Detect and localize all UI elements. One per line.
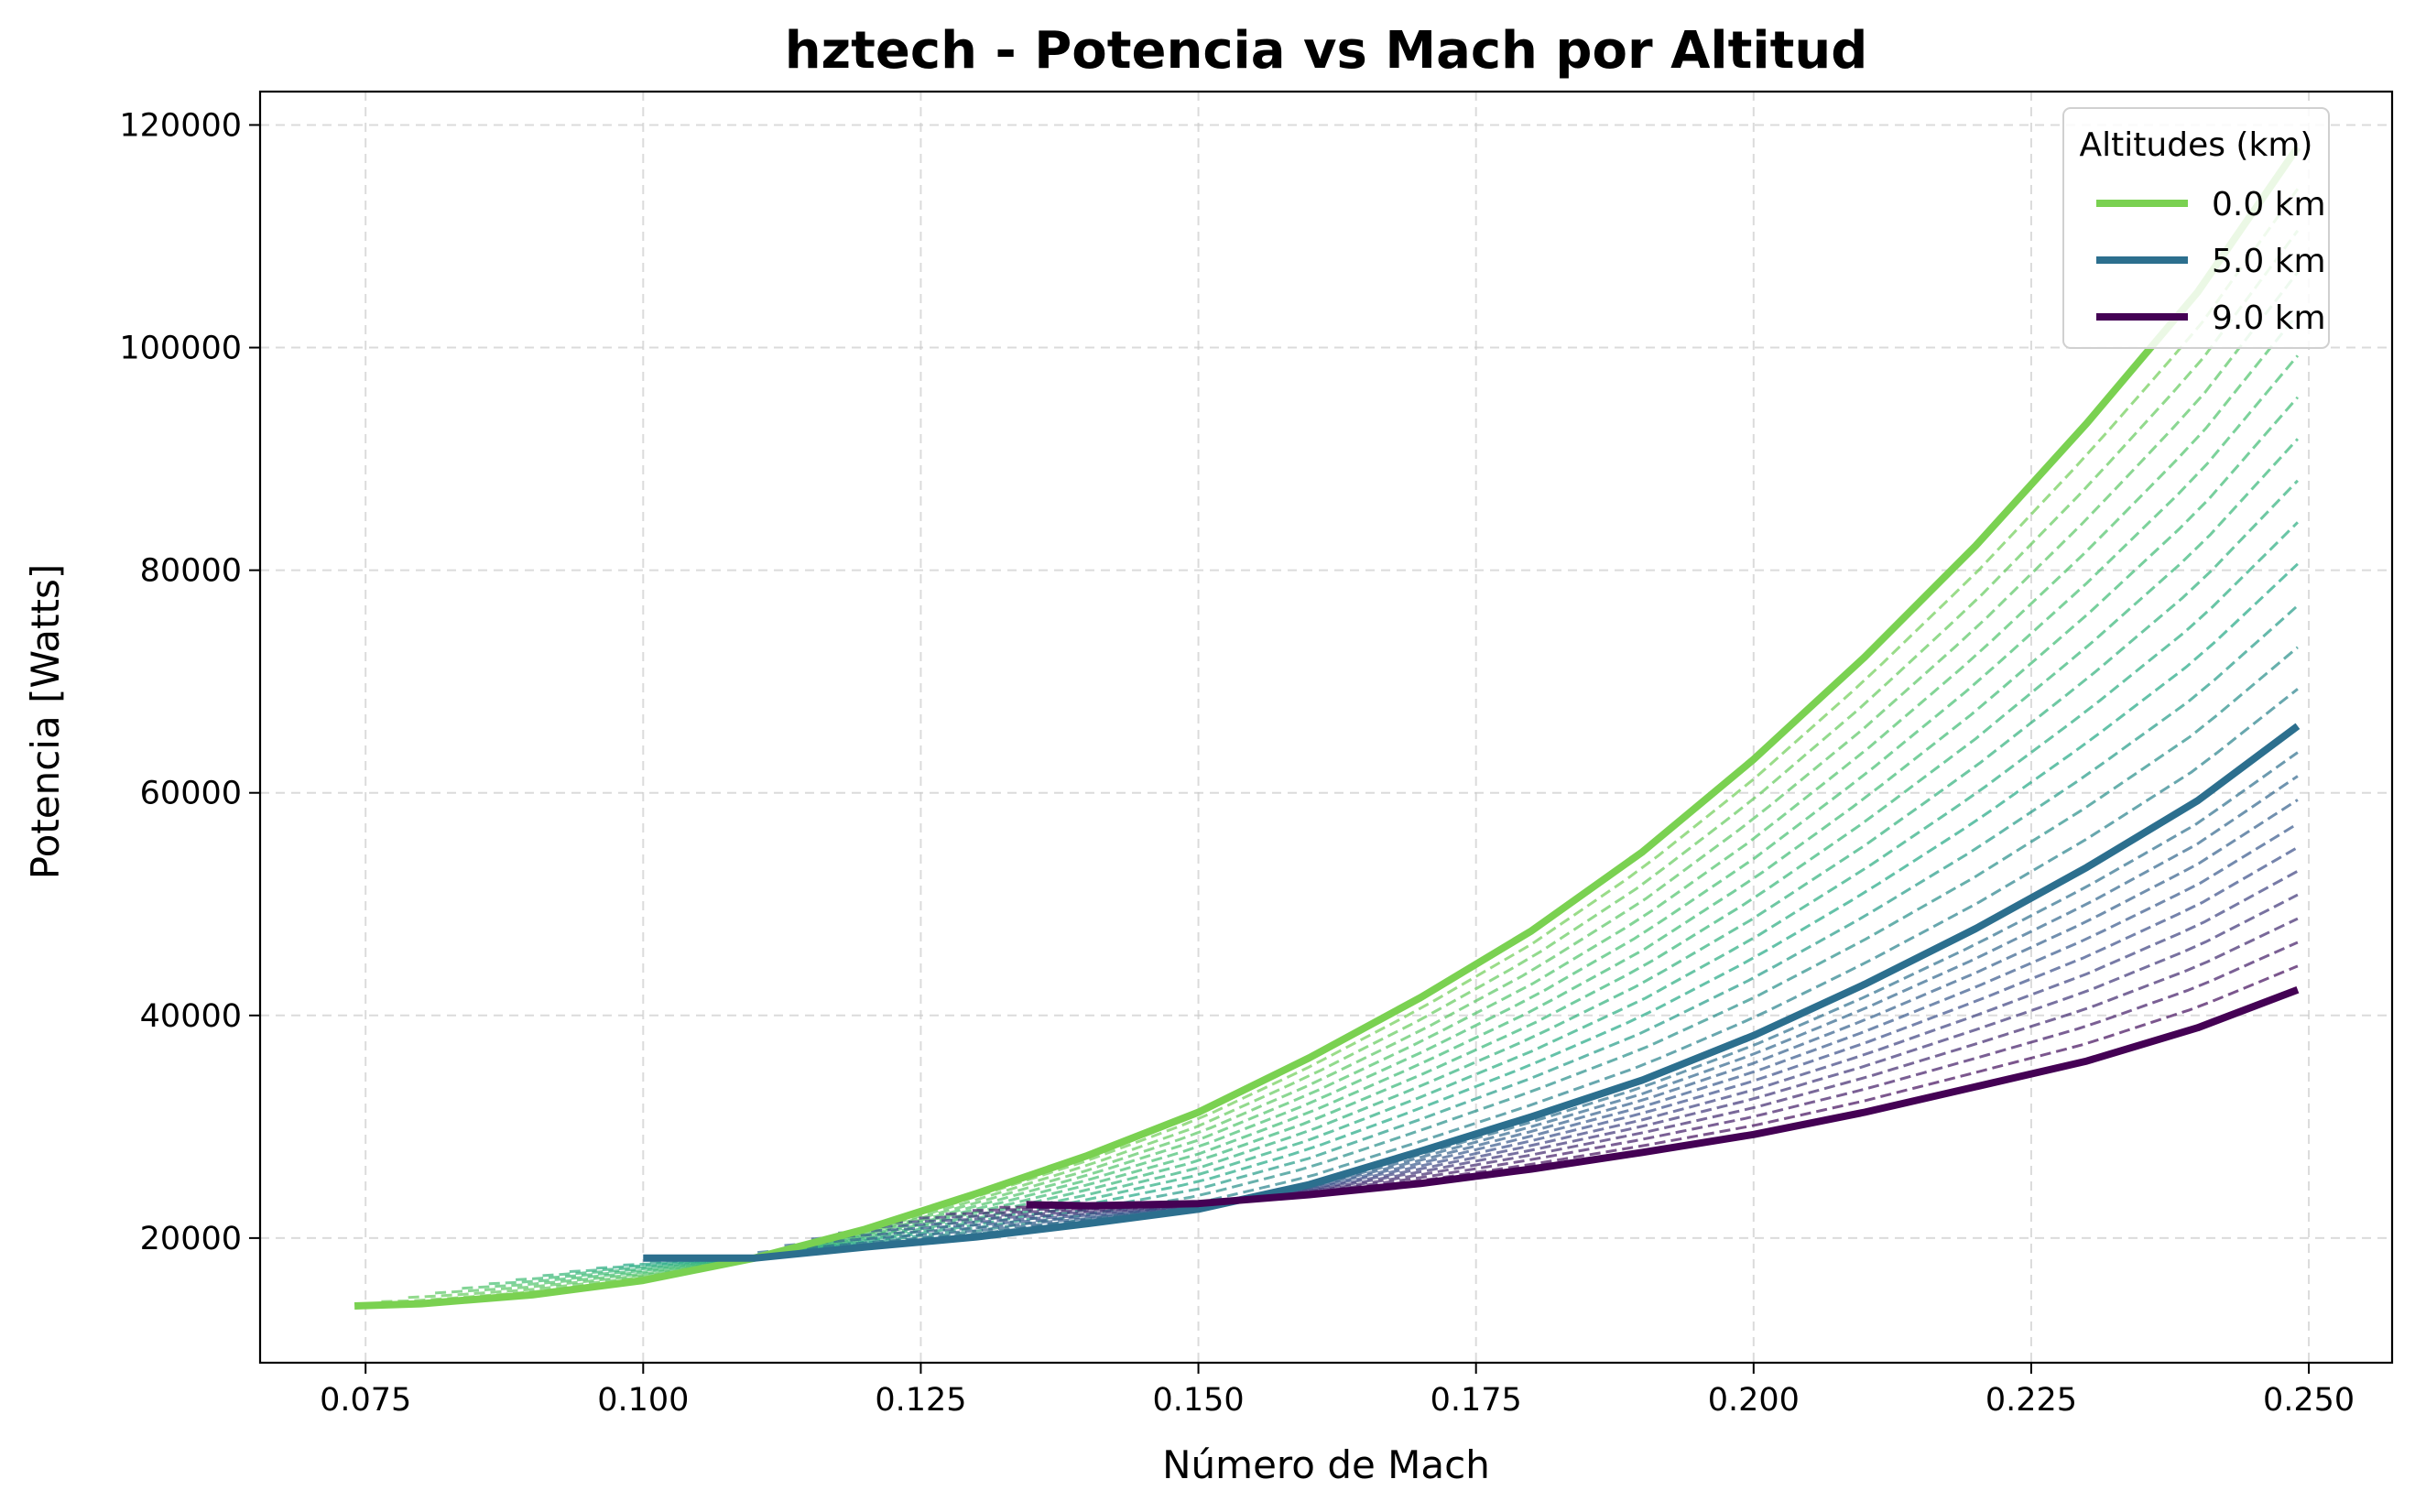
y-tick-label: 80000 <box>140 553 242 590</box>
series-line-9-0-km <box>1026 986 2300 1210</box>
intermediate-altitude-line <box>865 846 2299 1229</box>
x-tick-label: 0.075 <box>320 1382 411 1419</box>
x-tick-label: 0.100 <box>597 1382 689 1419</box>
x-tick-label: 0.175 <box>1431 1382 1522 1419</box>
x-tick-label: 0.200 <box>1708 1382 1800 1419</box>
x-tick-label: 0.150 <box>1152 1382 1244 1419</box>
legend: Altitudes (km) 0.0 km 5.0 km 9.0 km <box>2062 107 2330 349</box>
y-tick-label: 100000 <box>119 331 242 367</box>
intermediate-altitude-line <box>919 893 2299 1220</box>
series-line-5-0-km <box>643 723 2301 1262</box>
legend-box <box>2062 107 2330 349</box>
legend-entry-label: 5.0 km <box>2212 243 2326 280</box>
intermediate-altitude-line <box>435 271 2300 1295</box>
x-tick-label: 0.225 <box>1985 1382 2077 1419</box>
y-tick-label: 40000 <box>140 998 242 1035</box>
x-tick-label: 0.125 <box>875 1382 966 1419</box>
intermediate-altitude-line <box>596 521 2299 1270</box>
legend-entry-label: 9.0 km <box>2212 299 2326 337</box>
intermediate-altitude-line <box>784 775 2299 1247</box>
legend-title: Altitudes (km) <box>2080 126 2313 164</box>
y-tick-label: 20000 <box>140 1221 242 1257</box>
x-tick-label: 0.250 <box>2263 1382 2355 1419</box>
legend-entry-label: 0.0 km <box>2212 186 2326 223</box>
plot-frame <box>258 90 2394 1365</box>
chart-title: hztech - Potencia vs Mach por Altitud <box>785 21 1868 81</box>
intermediate-altitude-line <box>677 646 2299 1262</box>
x-axis: 0.075 0.100 0.125 0.150 0.175 0.200 0.225 0.250 <box>320 1363 2355 1419</box>
series-line-0-0-km <box>354 145 2301 1310</box>
x-axis-label: Número de Mach <box>1162 1442 1490 1487</box>
intermediate-altitude-line <box>810 799 2299 1241</box>
main-series-group <box>354 145 2301 1310</box>
y-tick-label: 60000 <box>140 776 242 812</box>
y-axis: 20000 40000 60000 80000 100000 120000 <box>119 107 260 1257</box>
y-tick-label: 120000 <box>119 107 242 144</box>
intermediate-altitude-line <box>649 604 2299 1264</box>
intermediate-altitude-line <box>945 917 2299 1216</box>
intermediate-altitude-line <box>838 822 2299 1235</box>
y-axis-label: Potencia [Watts] <box>23 564 68 879</box>
